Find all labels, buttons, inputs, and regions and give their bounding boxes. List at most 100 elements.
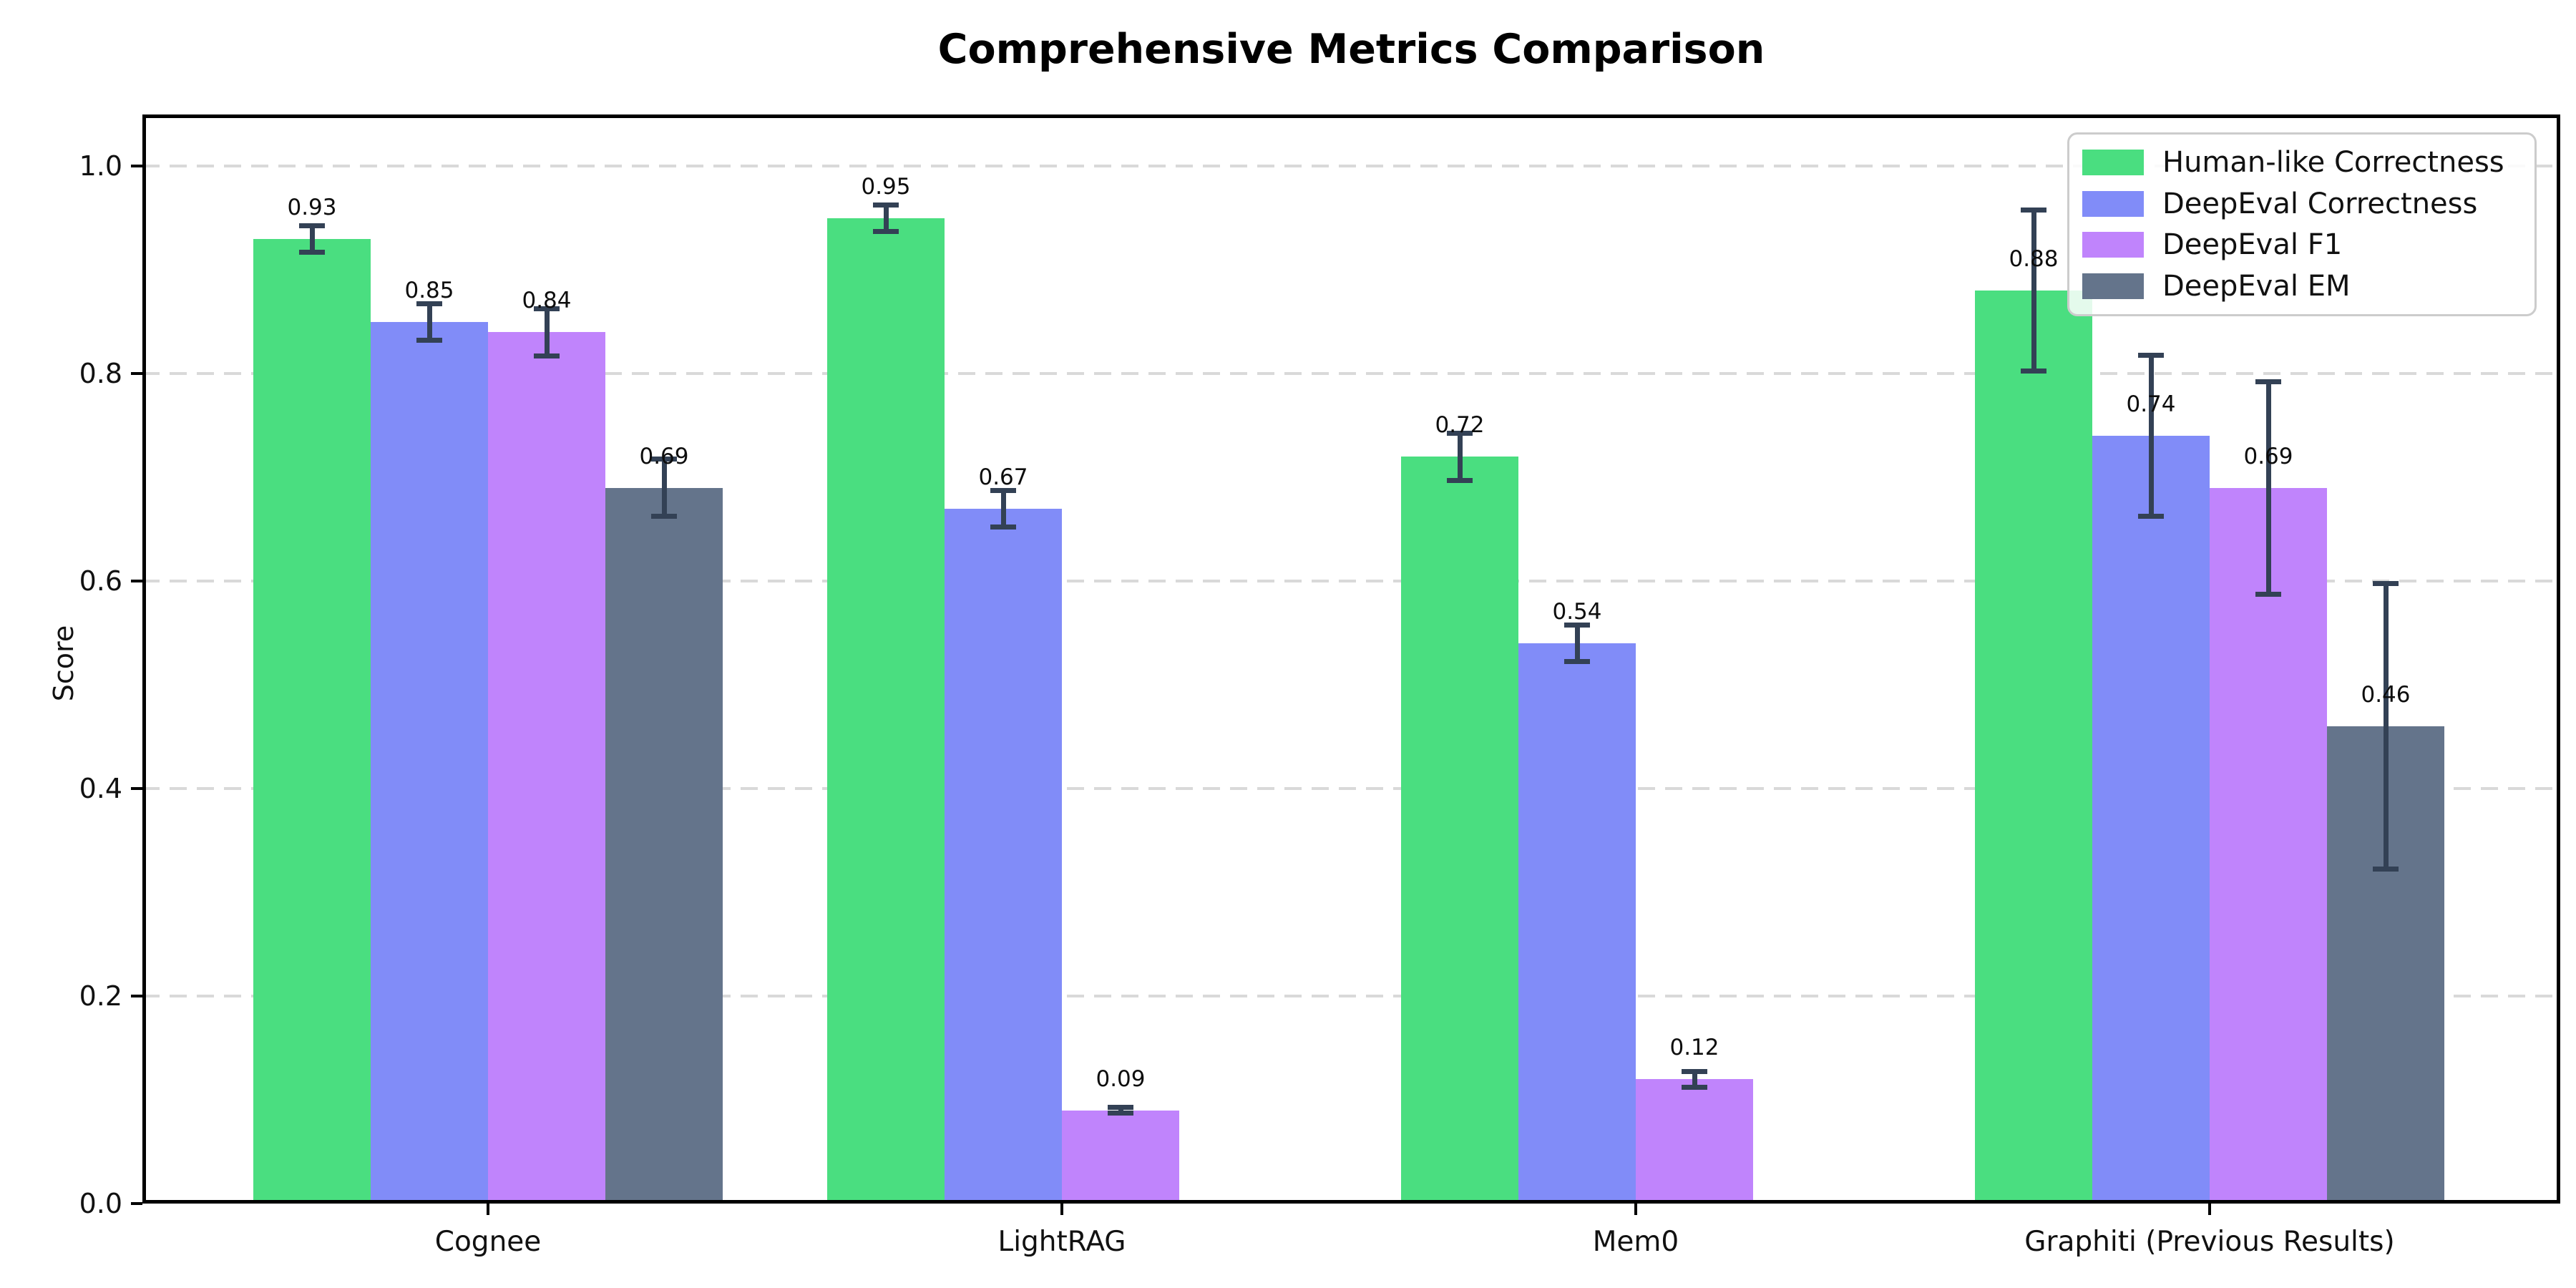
legend-label: DeepEval F1	[2162, 228, 2343, 262]
error-bar-line	[1692, 1068, 1697, 1090]
error-bar-cap-top	[651, 457, 677, 462]
bar-Graphiti (Previous Results)-DeepEval Correctness	[2092, 436, 2210, 1204]
error-bar-cap-top	[873, 203, 899, 208]
error-bar-cap-top	[990, 487, 1016, 493]
x-tick-Mem0	[1634, 1204, 1637, 1215]
x-tick-Graphiti (Previous Results)	[2208, 1204, 2211, 1215]
bar-Mem0-DeepEval F1	[1636, 1079, 1753, 1204]
error-bar-line	[2031, 208, 2036, 374]
value-label-Mem0-Human-like Correctness: 0.72	[1435, 412, 1485, 439]
value-label-Mem0-DeepEval F1: 0.12	[1669, 1035, 1719, 1061]
error-bar-Cognee-DeepEval Correctness	[416, 301, 442, 343]
bar-Mem0-Human-like Correctness	[1401, 457, 1518, 1204]
y-axis-tick-label: 1.0	[79, 150, 122, 182]
error-bar-Graphiti (Previous Results)-DeepEval F1	[2255, 379, 2281, 597]
bar-Cognee-DeepEval F1	[488, 332, 605, 1204]
y-axis-tick-label: 0.4	[79, 773, 122, 805]
error-bar-Graphiti (Previous Results)-DeepEval Correctness	[2138, 353, 2164, 519]
error-bar-line	[2383, 581, 2389, 872]
error-bar-Mem0-Human-like Correctness	[1447, 431, 1473, 483]
error-bar-LightRAG-DeepEval EM	[1225, 1200, 1251, 1204]
error-bar-cap-bottom	[1799, 1201, 1825, 1204]
bar-LightRAG-DeepEval Correctness	[945, 508, 1062, 1204]
error-bar-cap-top	[534, 306, 560, 312]
error-bar-cap-top	[299, 223, 325, 229]
gridline-y-0.8	[142, 372, 2560, 376]
x-axis-tick-label: Graphiti (Previous Results)	[2024, 1226, 2395, 1258]
error-bar-line	[2265, 379, 2271, 597]
legend-item-Human-like Correctness: Human-like Correctness	[2082, 144, 2522, 181]
bar-LightRAG-DeepEval F1	[1062, 1110, 1179, 1204]
y-tick-0.0	[131, 1202, 142, 1205]
legend-swatch	[2082, 190, 2144, 217]
error-bar-Mem0-DeepEval EM	[1799, 1200, 1825, 1204]
bar-Cognee-DeepEval Correctness	[371, 321, 488, 1204]
error-bar-cap-bottom	[1108, 1110, 1133, 1116]
value-label-Graphiti (Previous Results)-DeepEval EM: 0.46	[2361, 682, 2411, 708]
y-tick-0.8	[131, 372, 142, 376]
bar-LightRAG-Human-like Correctness	[827, 218, 945, 1204]
x-tick-Cognee	[487, 1204, 489, 1215]
error-bar-cap-bottom	[651, 514, 677, 519]
error-bar-cap-bottom	[2373, 867, 2399, 872]
error-bar-line	[544, 306, 550, 358]
gridline-y-0.4	[142, 787, 2560, 791]
error-bar-Cognee-Human-like Correctness	[299, 223, 325, 255]
error-bar-cap-bottom	[1564, 659, 1590, 665]
chart-title: Comprehensive Metrics Comparison	[937, 26, 1765, 73]
value-label-LightRAG-DeepEval F1: 0.09	[1096, 1065, 1146, 1092]
value-label-Cognee-DeepEval F1: 0.84	[522, 288, 572, 314]
y-tick-0.4	[131, 787, 142, 791]
error-bar-LightRAG-DeepEval Correctness	[990, 487, 1016, 530]
error-bar-line	[1000, 487, 1006, 530]
bar-Graphiti (Previous Results)-DeepEval F1	[2210, 487, 2327, 1204]
value-label-Mem0-DeepEval Correctness: 0.54	[1552, 599, 1602, 625]
y-tick-0.2	[131, 995, 142, 998]
error-bar-Cognee-DeepEval F1	[534, 306, 560, 358]
error-bar-line	[1457, 431, 1463, 483]
error-bar-cap-bottom	[1682, 1084, 1707, 1090]
error-bar-cap-top	[1108, 1105, 1133, 1111]
value-label-Graphiti (Previous Results)-DeepEval F1: 0.69	[2243, 443, 2293, 469]
error-bar-cap-bottom	[1447, 477, 1473, 483]
error-bar-cap-top	[2138, 353, 2164, 358]
legend-swatch	[2082, 273, 2144, 300]
y-axis-tick-label: 0.8	[79, 358, 122, 390]
error-bar-line	[1118, 1105, 1123, 1116]
legend-swatch	[2082, 149, 2144, 175]
error-bar-Mem0-DeepEval Correctness	[1564, 623, 1590, 665]
gridline-y-0.2	[142, 995, 2560, 998]
x-tick-LightRAG	[1060, 1204, 1063, 1215]
value-label-Cognee-DeepEval Correctness: 0.85	[404, 277, 454, 303]
error-bar-cap-top	[1447, 431, 1473, 436]
value-label-Graphiti (Previous Results)-DeepEval Correctness: 0.74	[2126, 391, 2176, 418]
error-bar-line	[2148, 353, 2154, 519]
error-bar-line	[426, 301, 432, 343]
gridline-y-1.0	[142, 165, 2560, 168]
x-axis-tick-label: Cognee	[434, 1226, 542, 1258]
y-tick-0.6	[131, 580, 142, 583]
bar-Cognee-Human-like Correctness	[253, 238, 371, 1204]
error-bar-Graphiti (Previous Results)-DeepEval EM	[2373, 581, 2399, 872]
bar-Mem0-DeepEval Correctness	[1518, 643, 1636, 1204]
plot-area: 0.93 0.95 0.72 0.88 0.85 0.67 0.54 0.74 0.84 0.09…	[142, 114, 2560, 1204]
legend-label: Human-like Correctness	[2162, 145, 2504, 179]
gridline-y-0.6	[142, 580, 2560, 583]
error-bar-cap-top	[1564, 623, 1590, 628]
error-bar-LightRAG-DeepEval F1	[1108, 1105, 1133, 1116]
error-bar-cap-bottom	[2255, 592, 2281, 597]
y-axis-tick-label: 0.2	[79, 980, 122, 1013]
error-bar-cap-bottom	[2138, 514, 2164, 519]
legend-item-DeepEval EM: DeepEval EM	[2082, 268, 2522, 305]
value-label-Cognee-Human-like Correctness: 0.93	[287, 194, 337, 220]
error-bar-cap-bottom	[2021, 369, 2046, 374]
legend: Human-like Correctness DeepEval Correctne…	[2067, 132, 2537, 316]
error-bar-Graphiti (Previous Results)-Human-like Correctness	[2021, 208, 2046, 374]
error-bar-line	[1574, 623, 1580, 665]
legend-label: DeepEval EM	[2162, 270, 2351, 303]
legend-swatch	[2082, 232, 2144, 258]
bar-Cognee-DeepEval EM	[605, 487, 723, 1204]
value-label-LightRAG-Human-like Correctness: 0.95	[861, 173, 911, 200]
error-bar-cap-top	[2373, 581, 2399, 587]
